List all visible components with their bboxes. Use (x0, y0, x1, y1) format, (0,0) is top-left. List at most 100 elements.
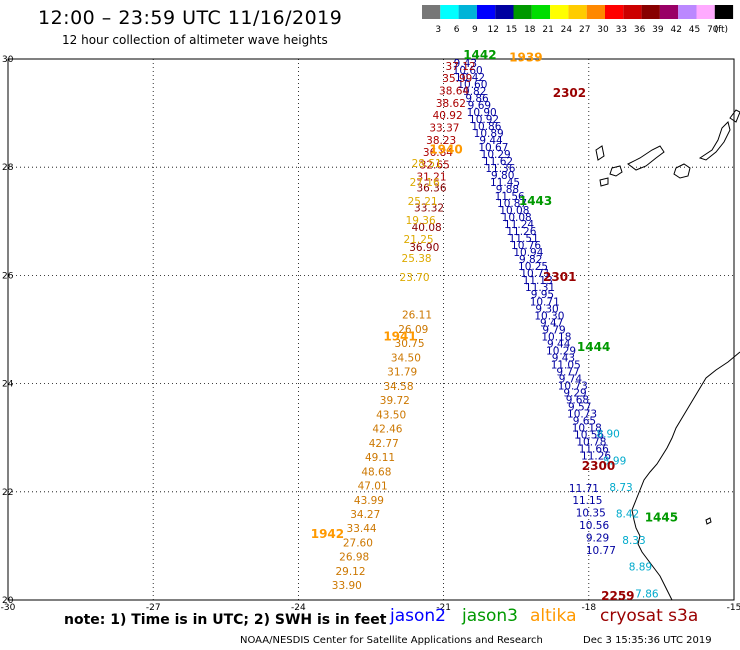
legend-tick-label: 12 (487, 25, 498, 35)
swh-value: 10.29 (481, 149, 511, 161)
swh-value: 10.60 (457, 79, 487, 91)
swh-value: 9.88 (496, 184, 519, 196)
swh-value: 9.65 (573, 415, 596, 427)
swh-value: 43.50 (376, 409, 406, 421)
legend-swatch (550, 5, 569, 19)
swh-value: 26.09 (398, 324, 428, 336)
lat-tick-label: 30 (2, 55, 14, 65)
lon-tick-label: -30 (1, 603, 16, 613)
legend-swatch (714, 5, 734, 19)
swh-value: 9.69 (468, 100, 491, 112)
lon-tick-label: -21 (436, 603, 451, 613)
swh-value: 10.30 (534, 310, 564, 322)
swh-value: 31.21 (416, 172, 446, 184)
swh-value: 11.05 (551, 359, 581, 371)
legend-tick-label: 9 (472, 25, 478, 35)
small-island (705, 517, 712, 525)
swh-value: 8.99 (603, 455, 626, 467)
swh-value: 10.18 (541, 331, 571, 343)
swh-value: 35.99 (442, 73, 472, 85)
swh-value: 38.64 (439, 85, 469, 97)
graticule (8, 59, 734, 600)
swh-value: 26.98 (339, 552, 369, 564)
lon-tick-label: -24 (291, 603, 306, 613)
gran-canaria-island (673, 163, 691, 179)
swh-value: 10.94 (513, 247, 543, 259)
legend-tick-label: 30 (597, 25, 609, 35)
lat-tick-label: 22 (2, 488, 13, 498)
swh-value: 9.44 (479, 135, 503, 147)
swh-value: 27.16 (410, 177, 440, 189)
swh-value: 10.60 (453, 65, 483, 77)
lon-tick-label: -27 (146, 603, 161, 613)
swh-value: 42.77 (369, 438, 399, 450)
swh-value: 21.25 (404, 234, 434, 246)
swh-value: 9.82 (463, 86, 486, 98)
swh-value: 30.75 (395, 338, 425, 350)
pass-time-label: 2301 (543, 270, 576, 284)
legend-tick-label: 24 (561, 25, 573, 35)
credit-text: NOAA/NESDIS Center for Satellite Applica… (240, 635, 543, 646)
page-title: 12:00 – 23:59 UTC 11/16/2019 (38, 7, 343, 29)
el-hierro-island (599, 177, 609, 187)
swh-value: 10.73 (567, 408, 597, 420)
axis-labels: -30 -27 -24 -21 -18 -15 30 28 26 24 22 20 (1, 55, 740, 613)
swh-value: 9.29 (563, 387, 586, 399)
swh-value: 31.79 (387, 367, 417, 379)
lat-tick-label: 28 (2, 163, 14, 173)
lat-tick-label: 24 (2, 380, 14, 390)
swh-value: 40.92 (433, 110, 463, 122)
legend-tick-label: 15 (506, 25, 517, 35)
pass-time-label: 1443 (519, 194, 552, 208)
legend-tick-label: 3 (435, 25, 441, 35)
legend-tick-label: 36 (634, 25, 646, 35)
swh-value: 38.23 (426, 135, 456, 147)
swh-value: 10.71 (520, 268, 550, 280)
swh-value: 29.12 (335, 566, 365, 578)
swh-value: 11.66 (579, 443, 609, 455)
pass-time-label: 1942 (311, 527, 344, 541)
legend-swatch (476, 5, 496, 19)
swh-value: 28.51 (412, 158, 442, 170)
swh-value: 10.89 (474, 128, 504, 140)
lon-tick-label: -18 (581, 603, 596, 613)
swh-value: 8.90 (596, 429, 619, 441)
swh-value: 10.67 (478, 142, 508, 154)
legend-jason2: jason2 (390, 606, 446, 626)
swh-value: 9.57 (568, 401, 591, 413)
swh-value: 10.56 (579, 520, 609, 532)
swh-value: 25.21 (408, 196, 438, 208)
swh-value: 11.71 (569, 483, 599, 495)
swh-value: 11.26 (581, 450, 611, 462)
legend-swatch (678, 5, 697, 19)
swh-value: 9.79 (542, 324, 565, 336)
swh-value: 9.68 (566, 394, 589, 406)
swh-value: 34.58 (383, 381, 413, 393)
legend-altika: altika (530, 606, 577, 626)
pass-time-label: 1941 (383, 329, 416, 343)
swh-value: 10.25 (518, 261, 548, 273)
swh-value: 9.43 (552, 352, 575, 364)
legend-tick-label: 27 (579, 25, 590, 35)
swh-value: 25.38 (402, 253, 432, 265)
swh-value: 10.08 (502, 212, 532, 224)
swh-value: 11.31 (525, 282, 555, 294)
swh-value: 36.84 (423, 147, 453, 159)
lat-tick-label: 26 (2, 271, 14, 281)
swh-value: 36.36 (416, 183, 446, 195)
pass-time-label: 1442 (463, 48, 496, 62)
pass-time-label: 2300 (582, 459, 615, 473)
swh-value: 9.82 (519, 254, 542, 266)
swh-value: 19.36 (406, 215, 436, 227)
legend-tick-label: 18 (524, 25, 536, 35)
legend-tick-label: 70 (707, 25, 719, 35)
pass-time-labels: 1442 1939 2302 1940 1443 2301 1941 1444 2300 1445… (311, 48, 678, 603)
legend-swatch (568, 5, 587, 19)
swh-value: 10.42 (455, 72, 485, 84)
swh-value: 10.29 (546, 345, 576, 357)
swh-value: 11.62 (483, 156, 513, 168)
legend-swatch (696, 5, 715, 19)
swh-value: 10.78 (576, 436, 606, 448)
legend-tick-label: 33 (616, 25, 627, 35)
